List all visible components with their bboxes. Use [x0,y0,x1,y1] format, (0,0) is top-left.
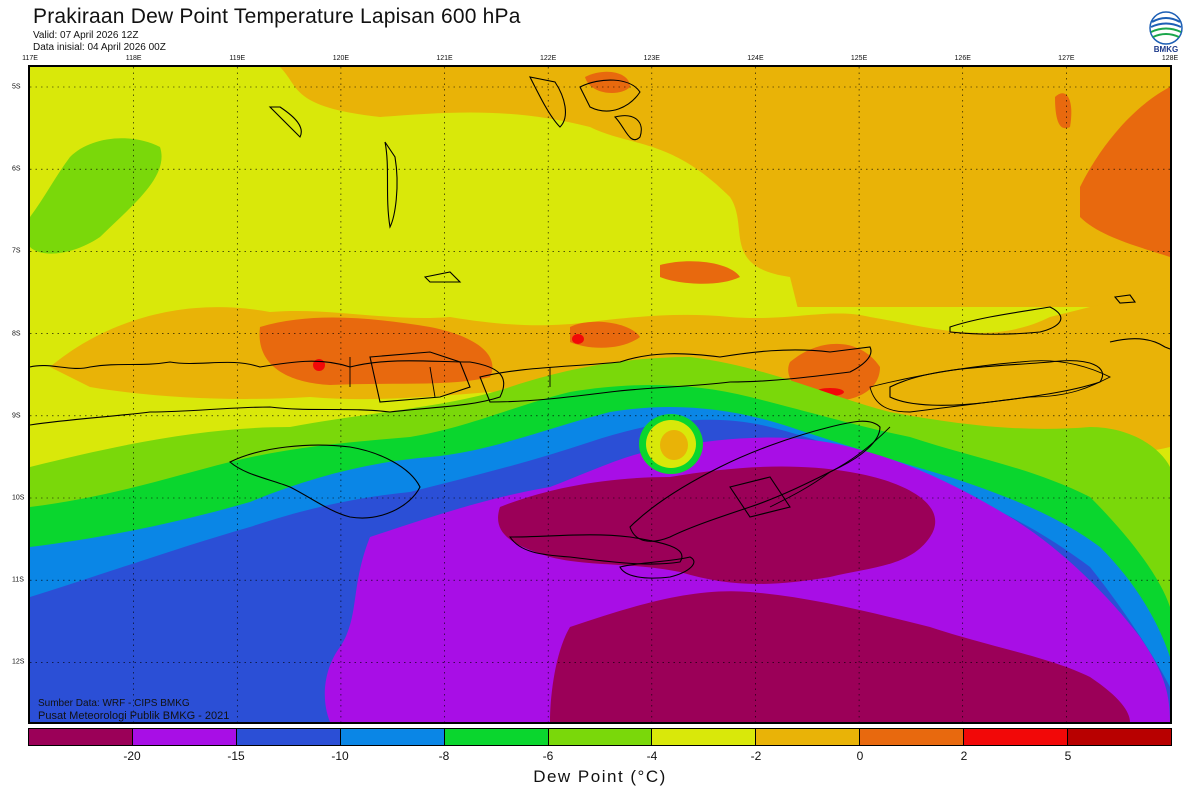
legend-swatch [444,729,549,745]
lon-label: 126E [954,55,971,62]
init-time: Data inisial: 04 April 2026 00Z [33,42,166,53]
field-minus4-to-minus2 [30,67,800,330]
legend-tick-label: -4 [646,749,658,763]
lat-label: 11S [12,576,24,584]
legend-swatch [340,729,445,745]
lat-label: 8S [12,330,21,338]
boundaries [349,357,1112,508]
map-title: Prakiraan Dew Point Temperature Lapisan … [33,5,521,28]
legend-tick-label: -20 [123,749,141,763]
legend-swatch [132,729,237,745]
legend-swatch [1068,729,1171,745]
lon-label: 118E [125,55,142,62]
lon-label: 122E [539,55,557,62]
field-2-to-0 [1055,93,1072,129]
legend-swatch [860,729,965,745]
field-below-minus20 [498,466,936,584]
lon-label: 123E [643,55,660,62]
legend-unit: Dew Point (°C) [533,767,667,786]
graticule [30,67,1170,722]
legend-tick-label: -15 [227,749,245,763]
field-5-to-2 [572,334,584,344]
field-below-minus20 [550,591,1130,722]
dew-point-map [28,65,1172,724]
field-2-to-0 [570,321,640,348]
lon-label: 127E [1058,55,1075,62]
legend-tick-label: 5 [1064,749,1072,763]
legend-tick-label: 0 [856,749,864,763]
lon-label: 125E [850,55,868,62]
bmkg-logo-icon [1149,11,1183,45]
legend-swatch [548,729,653,745]
legend-swatch [29,729,133,745]
legend-tick-label: -6 [542,749,554,763]
lat-label: 6S [12,165,21,173]
lon-label: 120E [332,55,350,62]
lon-label: 124E [747,55,764,62]
field-0-to-minus2 [660,430,688,460]
lon-label: 119E [229,55,246,62]
map-canvas [30,67,1170,722]
legend-tick-label: -8 [438,749,450,763]
legend-swatch [652,729,757,745]
source-credit: Sumber Data: WRF - CIPS BMKG [38,698,190,709]
legend-tick-label: 2 [960,749,968,763]
legend-swatch [756,729,861,745]
lat-label: 10S [12,494,25,502]
lon-label: 121E [436,55,453,62]
field-2-to-0 [788,343,880,401]
lat-label: 9S [12,412,21,420]
lon-label: 128E [1161,55,1179,62]
field-minus6-to-minus4 [30,138,162,254]
lat-label: 7S [12,247,21,255]
field-2-to-0 [1080,87,1170,257]
lon-label: 117E [22,55,38,62]
valid-time: Valid: 07 April 2026 12Z [33,30,139,41]
lat-label: 5S [12,83,21,91]
legend-tick-label: -10 [331,749,349,763]
color-legend [28,728,1172,746]
field-2-to-0 [660,261,740,284]
logo-text: BMKG [1153,45,1179,54]
field-2-to-0 [585,71,630,93]
legend-tick-label: -2 [750,749,762,763]
legend-swatch [964,729,1069,745]
legend-swatch [236,729,341,745]
lat-label: 12S [12,658,25,666]
org-credit: Pusat Meteorologi Publik BMKG - 2021 [38,710,230,722]
